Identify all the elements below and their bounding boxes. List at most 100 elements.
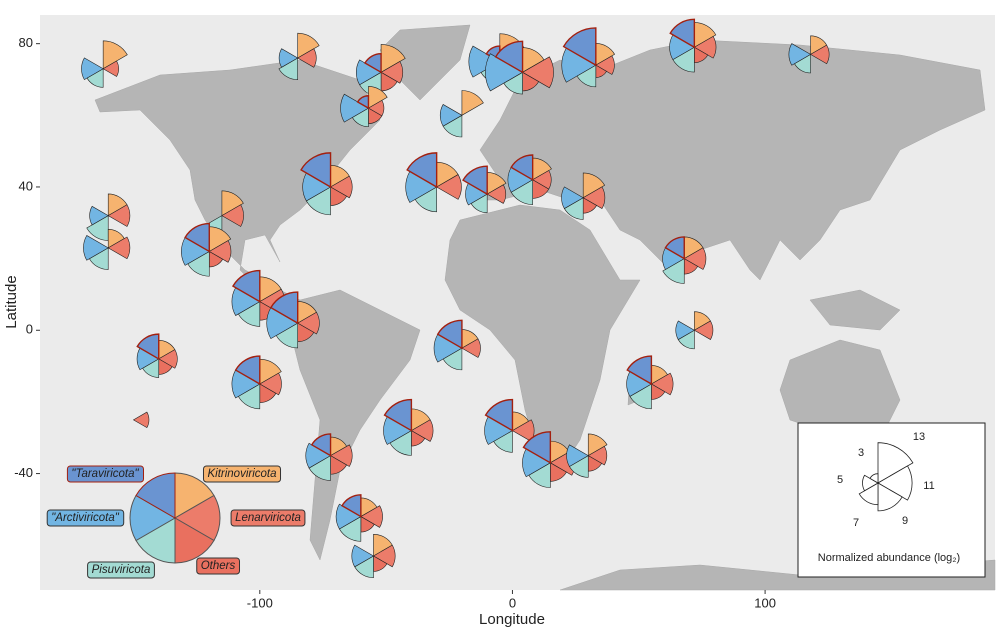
site [132, 411, 150, 428]
y-tick-label: 0 [26, 322, 33, 337]
legend-label-box [196, 557, 241, 575]
abundance-sector [410, 419, 434, 442]
y-tick-label: -40 [14, 465, 33, 480]
site [278, 32, 320, 80]
scale-label: 3 [858, 447, 864, 459]
site [433, 319, 481, 371]
abundance-sector [587, 445, 608, 466]
x-tick-label: 0 [509, 595, 516, 610]
abundance-sector [595, 55, 615, 75]
legend-swatch [174, 472, 215, 519]
abundance-sector [305, 442, 332, 469]
abundance-sector [461, 338, 481, 358]
abundance-sector [484, 398, 514, 432]
abundance-sector [335, 503, 362, 530]
site [439, 90, 484, 138]
legend-swatch [174, 494, 221, 542]
site [231, 269, 285, 327]
legend-label-box [66, 465, 145, 483]
abundance-sector [626, 355, 653, 386]
scale-label: 5 [837, 474, 843, 486]
abundance-sector [494, 40, 524, 74]
abundance-sector [278, 48, 299, 68]
scale-label: 7 [853, 517, 859, 529]
site [340, 86, 388, 128]
abundance-sector [486, 184, 507, 204]
abundance-sector [522, 431, 552, 465]
abundance-sector [356, 59, 382, 86]
legend-label: Others [201, 560, 236, 572]
abundance-sector [360, 505, 383, 528]
site [788, 35, 830, 74]
abundance-sector [383, 398, 413, 432]
abundance-sector [329, 175, 353, 199]
scale-sector [877, 482, 903, 512]
abundance-sector [231, 269, 261, 303]
site [305, 433, 353, 481]
abundance-sector [234, 355, 261, 386]
abundance-sector [184, 222, 210, 253]
legend-label-box [202, 465, 282, 483]
site [561, 172, 606, 220]
abundance-sector [102, 60, 119, 77]
abundance-sector [566, 444, 589, 467]
abundance-sector [561, 186, 584, 209]
abundance-sector [297, 48, 317, 68]
abundance-sector [693, 320, 714, 340]
site [266, 291, 320, 349]
abundance-sector [510, 154, 534, 182]
legend-label: "Taraviricota" [71, 468, 139, 480]
abundance-sector [329, 444, 353, 467]
scale-sector [862, 474, 879, 492]
abundance-sector [380, 44, 406, 73]
legend-label-box [46, 509, 125, 527]
site [83, 228, 131, 270]
site [81, 40, 128, 88]
abundance-sector [439, 104, 463, 127]
abundance-sector [83, 235, 109, 261]
legend-swatch [174, 517, 215, 564]
site [462, 165, 507, 214]
scale-sector [858, 482, 879, 506]
abundance-sector [406, 152, 438, 189]
abundance-sector [582, 172, 606, 199]
abundance-sector [107, 236, 131, 260]
site [136, 333, 178, 378]
site [335, 494, 383, 542]
y-tick-label: 80 [19, 35, 33, 50]
abundance-sector [368, 86, 388, 109]
legend-label: "Arctiviricota" [51, 512, 120, 524]
scale-sector [877, 442, 914, 484]
site-glyphs [81, 18, 830, 578]
site [405, 152, 462, 213]
abundance-sector [158, 349, 178, 369]
site [561, 27, 616, 88]
legend-label: Lenarviricota [235, 512, 301, 524]
scale-label: 11 [923, 480, 934, 492]
site [669, 18, 717, 73]
legend-swatch [129, 494, 176, 542]
scale-legend-title: Normalized abundance (log₂) [818, 552, 960, 564]
abundance-sector [208, 240, 232, 263]
site [86, 193, 131, 241]
legend-swatch [135, 472, 176, 519]
scale-sector [869, 473, 879, 484]
abundance-sector [300, 152, 332, 189]
abundance-sector [341, 494, 362, 518]
abundance-sector [221, 204, 244, 227]
abundance-sector [468, 45, 501, 78]
abundance-sector [364, 53, 382, 74]
abundance-sector [587, 433, 608, 457]
legend-label-box [230, 509, 306, 527]
site [662, 236, 707, 284]
abundance-sector [372, 544, 396, 568]
abundance-sector [662, 258, 685, 284]
scale-label: 9 [902, 515, 908, 527]
site [231, 355, 282, 410]
legend-label: Pisuviricota [92, 564, 151, 576]
scale-sector [877, 465, 913, 501]
abundance-sector [675, 320, 695, 340]
abundance-sector [356, 95, 370, 110]
site [351, 533, 396, 578]
abundance-sector [650, 372, 674, 396]
